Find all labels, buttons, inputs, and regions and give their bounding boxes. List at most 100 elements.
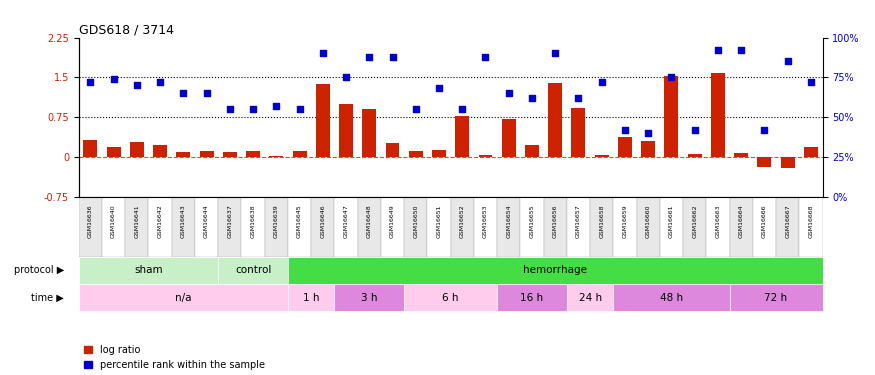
Bar xyxy=(618,137,632,157)
Bar xyxy=(571,108,585,157)
Text: GSM16639: GSM16639 xyxy=(274,204,279,238)
Text: GSM16658: GSM16658 xyxy=(599,204,605,238)
Text: 16 h: 16 h xyxy=(521,292,543,303)
Bar xyxy=(386,143,400,157)
Text: GSM16664: GSM16664 xyxy=(738,204,744,238)
Bar xyxy=(292,151,306,157)
Bar xyxy=(218,197,242,256)
Point xyxy=(780,58,794,64)
Bar xyxy=(758,157,772,166)
Text: sham: sham xyxy=(134,265,163,275)
Text: GSM16656: GSM16656 xyxy=(553,204,557,238)
Text: GSM16636: GSM16636 xyxy=(88,204,93,238)
Bar xyxy=(549,82,563,157)
Bar xyxy=(288,284,334,311)
Point xyxy=(664,74,678,80)
Bar xyxy=(525,145,539,157)
Bar xyxy=(567,197,590,256)
Text: time ▶: time ▶ xyxy=(31,292,64,303)
Bar xyxy=(409,151,423,157)
Text: protocol ▶: protocol ▶ xyxy=(14,265,64,275)
Text: GSM16641: GSM16641 xyxy=(135,204,139,238)
Bar xyxy=(404,284,497,311)
Bar xyxy=(752,197,776,256)
Point xyxy=(501,90,515,96)
Point xyxy=(734,47,748,53)
Text: GSM16644: GSM16644 xyxy=(204,204,209,238)
Point xyxy=(758,127,772,133)
Bar xyxy=(316,84,330,157)
Bar xyxy=(358,197,381,256)
Bar xyxy=(451,197,474,256)
Bar xyxy=(804,147,818,157)
Bar xyxy=(776,197,799,256)
Text: GSM16649: GSM16649 xyxy=(390,204,395,238)
Bar xyxy=(223,152,237,157)
Bar xyxy=(288,197,312,256)
Text: GSM16654: GSM16654 xyxy=(507,204,511,238)
Bar xyxy=(381,197,404,256)
Bar xyxy=(288,256,822,284)
Bar xyxy=(613,284,730,311)
Bar xyxy=(474,197,497,256)
Bar xyxy=(79,197,102,256)
Text: GSM16662: GSM16662 xyxy=(692,204,697,238)
Bar xyxy=(799,197,822,256)
Point xyxy=(386,54,400,60)
Bar xyxy=(432,150,446,157)
Bar xyxy=(102,197,125,256)
Text: GSM16657: GSM16657 xyxy=(576,204,581,238)
Point xyxy=(409,106,423,112)
Text: 1 h: 1 h xyxy=(303,292,319,303)
Bar xyxy=(427,197,451,256)
Text: GSM16659: GSM16659 xyxy=(622,204,627,238)
Bar xyxy=(362,109,376,157)
Bar xyxy=(683,197,706,256)
Text: GSM16645: GSM16645 xyxy=(297,204,302,238)
Bar xyxy=(334,284,404,311)
Bar xyxy=(177,152,191,157)
Text: hemorrhage: hemorrhage xyxy=(523,265,587,275)
Point xyxy=(362,54,376,60)
Bar xyxy=(153,145,167,157)
Point xyxy=(270,103,284,109)
Text: GSM16638: GSM16638 xyxy=(250,204,255,238)
Point xyxy=(316,50,330,56)
Bar xyxy=(270,156,284,157)
Bar xyxy=(195,197,218,256)
Point xyxy=(292,106,306,112)
Bar xyxy=(83,140,97,157)
Text: 6 h: 6 h xyxy=(443,292,458,303)
Bar xyxy=(404,197,427,256)
Point xyxy=(83,79,97,85)
Bar xyxy=(521,197,543,256)
Bar xyxy=(590,197,613,256)
Bar xyxy=(497,197,521,256)
Text: GSM16642: GSM16642 xyxy=(158,204,163,238)
Bar xyxy=(242,197,265,256)
Point xyxy=(641,130,655,136)
Point xyxy=(130,82,144,88)
Bar xyxy=(130,142,144,157)
Point xyxy=(339,74,353,80)
Bar xyxy=(730,197,752,256)
Point xyxy=(804,79,818,85)
Bar xyxy=(334,197,358,256)
Text: GSM16643: GSM16643 xyxy=(181,204,186,238)
Point xyxy=(246,106,260,112)
Bar xyxy=(595,155,609,157)
Point xyxy=(571,95,585,101)
Text: control: control xyxy=(234,265,271,275)
Bar xyxy=(79,256,218,284)
Text: GSM16640: GSM16640 xyxy=(111,204,116,238)
Text: GDS618 / 3714: GDS618 / 3714 xyxy=(79,23,174,36)
Bar xyxy=(200,151,214,157)
Point xyxy=(153,79,167,85)
Bar xyxy=(149,197,172,256)
Text: GSM16668: GSM16668 xyxy=(808,204,814,238)
Point xyxy=(200,90,214,96)
Bar xyxy=(125,197,149,256)
Text: n/a: n/a xyxy=(175,292,192,303)
Bar xyxy=(641,141,655,157)
Point xyxy=(177,90,191,96)
